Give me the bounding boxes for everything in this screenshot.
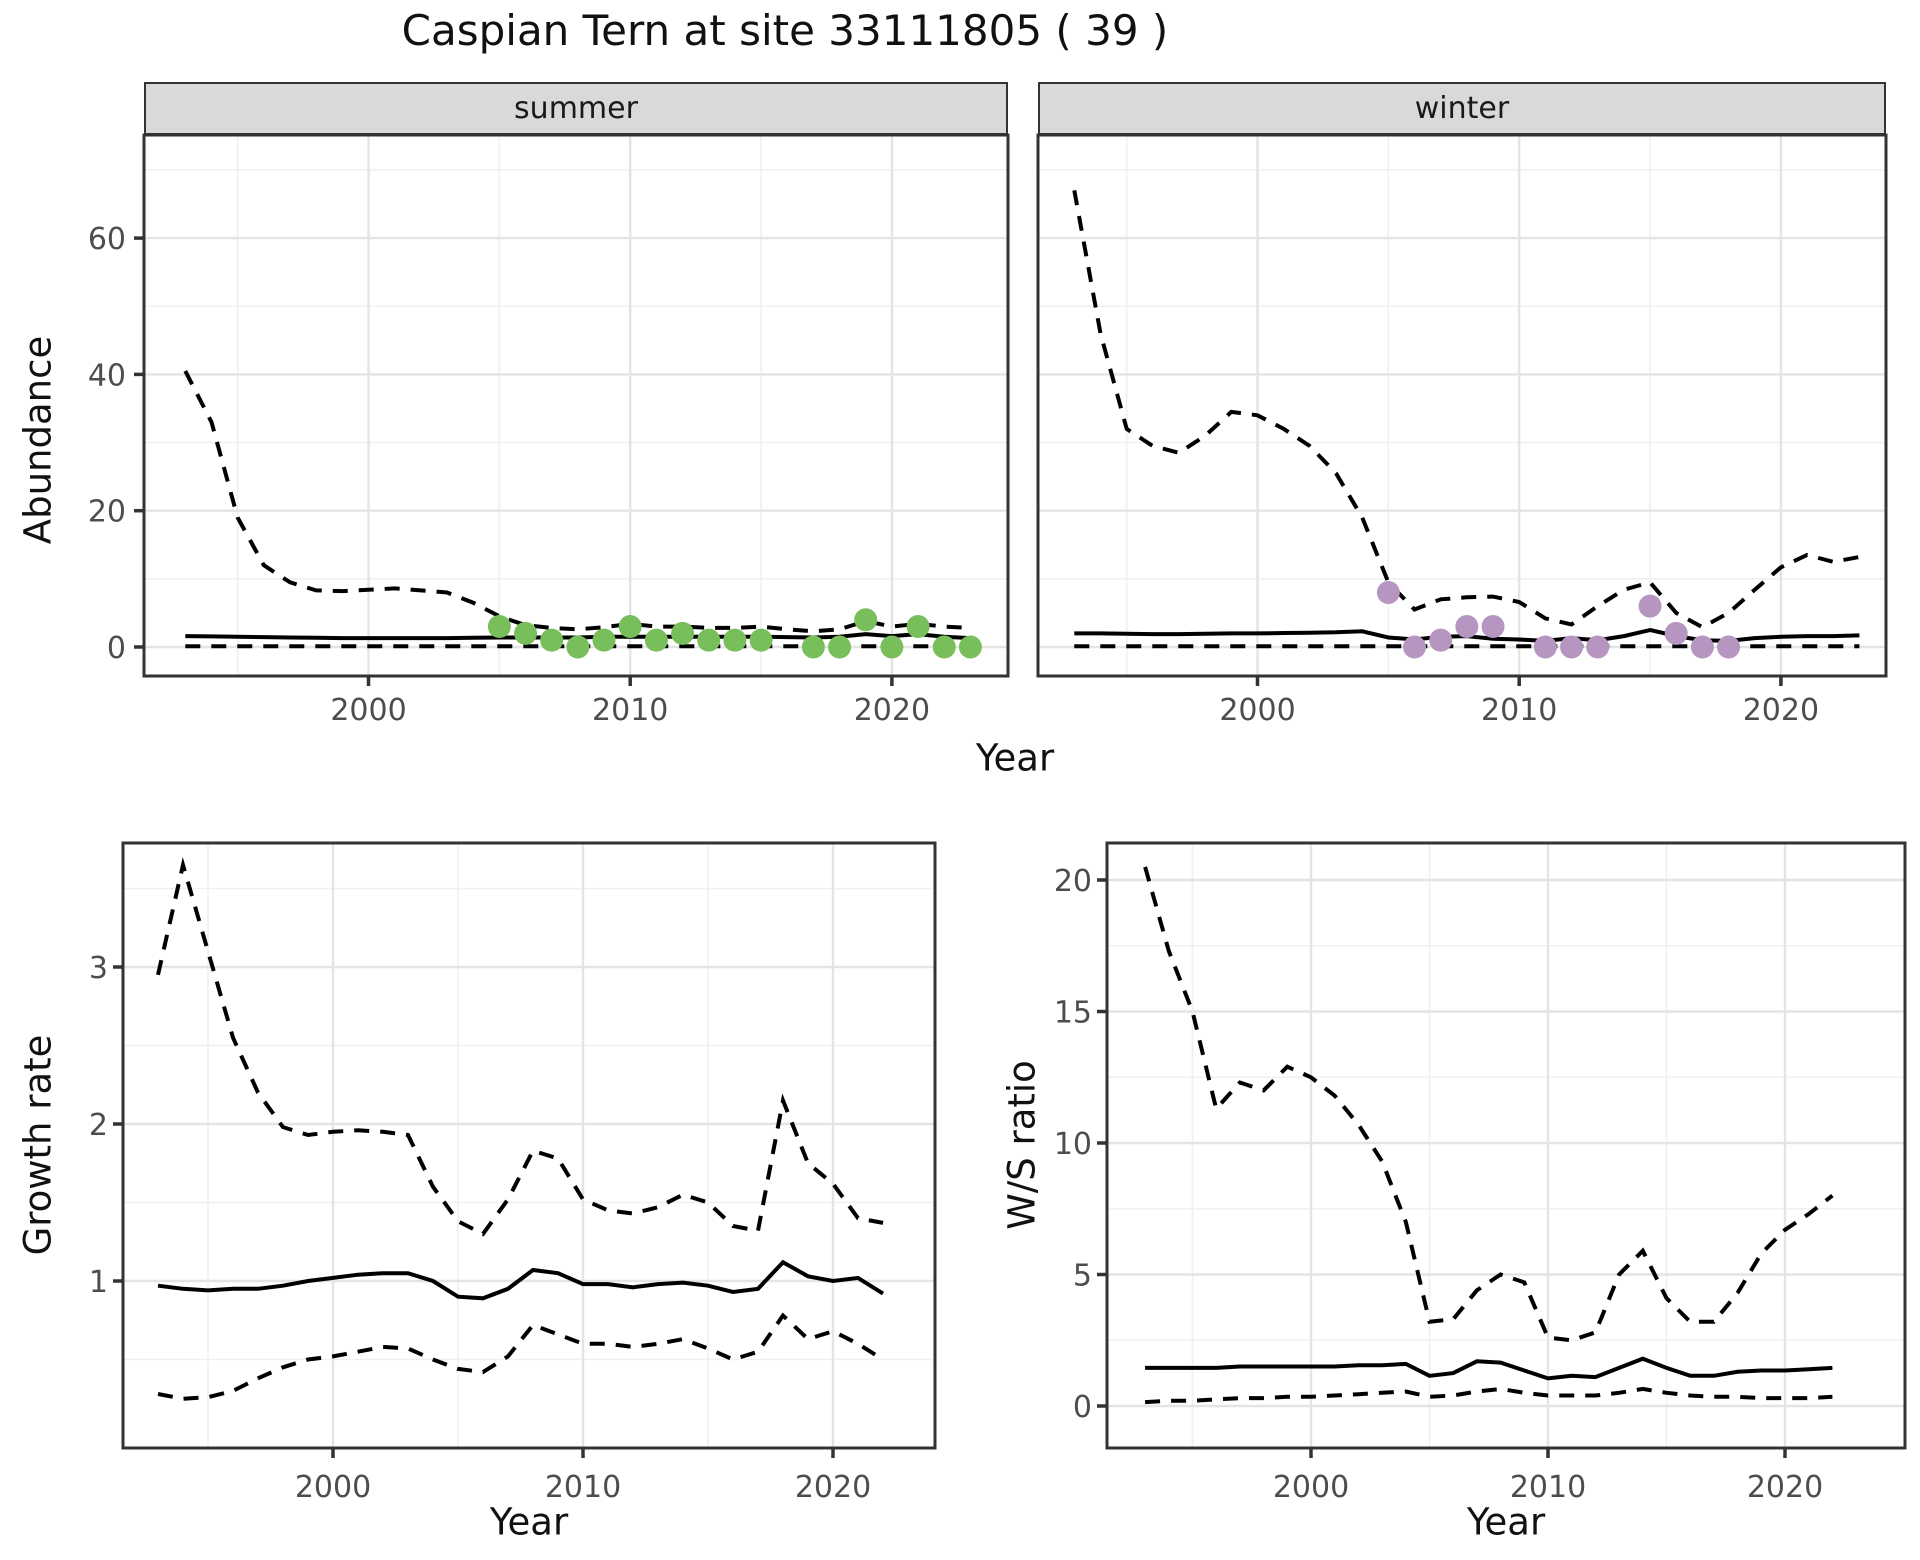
x-tick-label: 2010 <box>1481 693 1557 728</box>
data-point <box>1664 621 1688 645</box>
data-point <box>697 628 721 652</box>
panel-abundance-summer: 2000 2010 2020 0 20 40 60 <box>88 133 1010 728</box>
data-point <box>1533 635 1557 659</box>
data-point <box>1560 635 1584 659</box>
y-tick-label: 2 <box>89 1108 108 1143</box>
panel-border-abundance-winter <box>1036 133 1888 678</box>
data-point <box>644 628 668 652</box>
y-tick-label: 0 <box>107 631 126 666</box>
data-point <box>487 615 511 639</box>
x-tick-label: 2010 <box>592 693 668 728</box>
data-point <box>592 628 616 652</box>
data-point <box>958 635 982 659</box>
panel-growth-rate: 2000 2010 2020 1 2 3 <box>89 841 937 1505</box>
x-tick-label: 2020 <box>795 1470 871 1505</box>
y-tick-label: 15 <box>1054 996 1092 1031</box>
data-point <box>1638 594 1662 618</box>
data-point <box>1429 628 1453 652</box>
x-tick-label: 2000 <box>1273 1470 1349 1505</box>
x-tick-label: 2000 <box>330 693 406 728</box>
data-point <box>1376 580 1400 604</box>
upper_ci-line-abundance-summer <box>183 370 971 634</box>
panel-border-growth-rate <box>121 841 937 1450</box>
estimate-line-ws-ratio <box>1145 1356 1833 1381</box>
axis-growth-rate: 2000 2010 2020 1 2 3 <box>89 951 871 1505</box>
x-axis-title-year-bottom-left: Year <box>489 1500 569 1544</box>
data-point <box>723 628 747 652</box>
y-tick-label: 20 <box>1054 864 1092 899</box>
data-point <box>566 635 590 659</box>
data-point <box>671 621 695 645</box>
y-tick-label: 40 <box>88 358 126 393</box>
data-point <box>618 615 642 639</box>
data-point <box>1455 615 1479 639</box>
x-tick-label: 2020 <box>1747 1470 1823 1505</box>
y-axis-title-ws-ratio: W/S ratio <box>1000 1060 1044 1230</box>
y-tick-label: 60 <box>88 222 126 257</box>
upper_ci-line-abundance-winter <box>1072 190 1860 630</box>
gridlines-growth-rate <box>123 843 935 1448</box>
gridlines-abundance-summer <box>144 135 1008 676</box>
x-tick-label: 2010 <box>1510 1470 1586 1505</box>
gridlines-ws-ratio <box>1107 843 1905 1448</box>
data-point <box>1481 615 1505 639</box>
facet-strip-summer: summer <box>144 82 1008 135</box>
panel-abundance-winter: 2000 2010 2020 <box>1036 133 1888 728</box>
data-point <box>1690 635 1714 659</box>
lower_ci-line-ws-ratio <box>1144 1386 1833 1405</box>
x-axis-title-year-top: Year <box>975 736 1055 780</box>
x-tick-label: 2020 <box>1743 693 1819 728</box>
x-tick-label: 2000 <box>295 1470 371 1505</box>
y-tick-label: 1 <box>89 1265 108 1300</box>
data-point <box>1586 635 1610 659</box>
data-point <box>880 635 904 659</box>
gridlines-abundance-winter <box>1038 135 1886 676</box>
data-point <box>906 615 930 639</box>
y-tick-label: 5 <box>1073 1259 1092 1294</box>
data-point <box>828 635 852 659</box>
y-tick-label: 20 <box>88 495 126 530</box>
axis-abundance-winter: 2000 2010 2020 <box>1219 676 1819 728</box>
y-tick-label: 0 <box>1073 1390 1092 1425</box>
observation-points-abundance-winter <box>1376 580 1741 659</box>
observation-points-abundance-summer <box>487 608 982 659</box>
facet-label-winter: winter <box>1414 91 1510 126</box>
plot-title: Caspian Tern at site 33111805 ( 39 ) <box>401 6 1169 55</box>
panel-ws-ratio: 2000 2010 2020 0 5 10 15 20 <box>1054 841 1907 1505</box>
data-point <box>749 628 773 652</box>
y-tick-label: 3 <box>89 951 108 986</box>
x-tick-label: 2000 <box>1219 693 1295 728</box>
axis-ws-ratio: 2000 2010 2020 0 5 10 15 20 <box>1054 864 1823 1505</box>
y-axis-title-growth-rate: Growth rate <box>16 1034 60 1256</box>
y-tick-label: 10 <box>1054 1127 1092 1162</box>
panel-border-abundance-summer <box>142 133 1010 678</box>
data-point <box>1403 635 1427 659</box>
data-point <box>854 608 878 632</box>
x-axis-title-year-bottom-right: Year <box>1466 1500 1546 1544</box>
estimate-line-growth-rate <box>157 1259 885 1301</box>
data-point <box>932 635 956 659</box>
x-tick-label: 2010 <box>545 1470 621 1505</box>
y-axis-title-abundance: Abundance <box>16 335 60 545</box>
data-point <box>801 635 825 659</box>
axis-abundance-summer: 2000 2010 2020 0 20 40 60 <box>88 222 930 728</box>
facet-label-summer: summer <box>514 91 638 126</box>
data-point <box>514 621 538 645</box>
data-point <box>540 628 564 652</box>
panel-border-ws-ratio <box>1105 841 1907 1450</box>
facet-strip-winter: winter <box>1038 82 1886 135</box>
x-tick-label: 2020 <box>854 693 930 728</box>
data-point <box>1717 635 1741 659</box>
